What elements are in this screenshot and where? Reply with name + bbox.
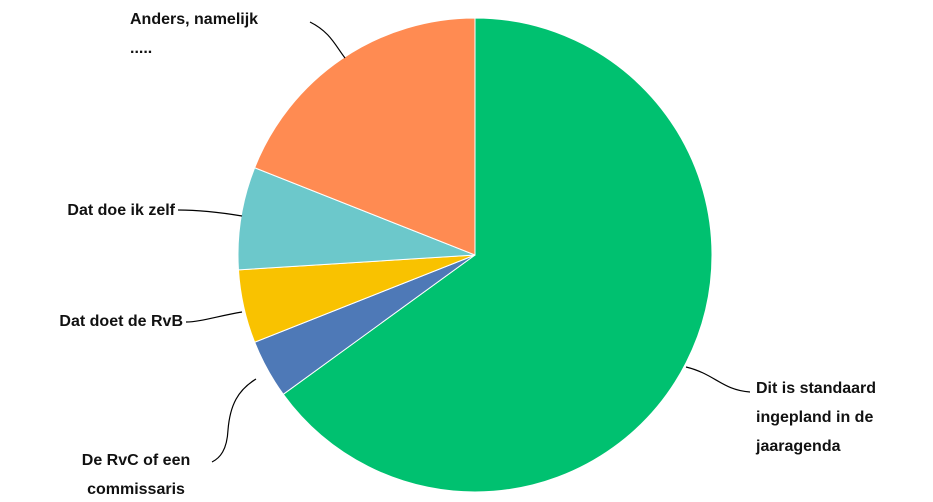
leader-line: [211, 378, 257, 463]
slice-label-line: jaaragenda: [755, 438, 841, 455]
slice-label-line: Anders, namelijk: [130, 11, 258, 28]
slice-label-line: Dat doe ik zelf: [67, 202, 175, 219]
slice-label: De RvC of een commissaris: [82, 452, 190, 498]
slice-label: Dat doe ik zelf: [67, 202, 175, 219]
slice-labels: Dit is standaard ingepland in de jaaragend…: [59, 11, 876, 498]
slice-label-line: .....: [130, 40, 152, 57]
pie-slice: [282, 17, 713, 493]
slice-label-line: ingepland in de: [756, 409, 873, 426]
slice-label: Dit is standaard ingepland in de jaaragend…: [755, 380, 876, 455]
leader-line: [309, 21, 346, 59]
leader-lines: [177, 21, 751, 463]
slice-label-line: commissaris: [87, 481, 185, 498]
slice-label: Dat doet de RvB: [59, 313, 183, 330]
slice-label-line: Dit is standaard: [756, 380, 876, 397]
leader-line: [185, 311, 243, 323]
pie-slices: [237, 17, 713, 493]
slice-label: Anders, namelijk.....: [130, 11, 258, 57]
slice-label-line: Dat doet de RvB: [59, 313, 183, 330]
slice-label-line: De RvC of een: [82, 452, 190, 469]
leader-line: [177, 209, 243, 217]
leader-line: [685, 366, 751, 393]
pie-slice: [237, 167, 476, 271]
pie-slice: [253, 17, 476, 256]
